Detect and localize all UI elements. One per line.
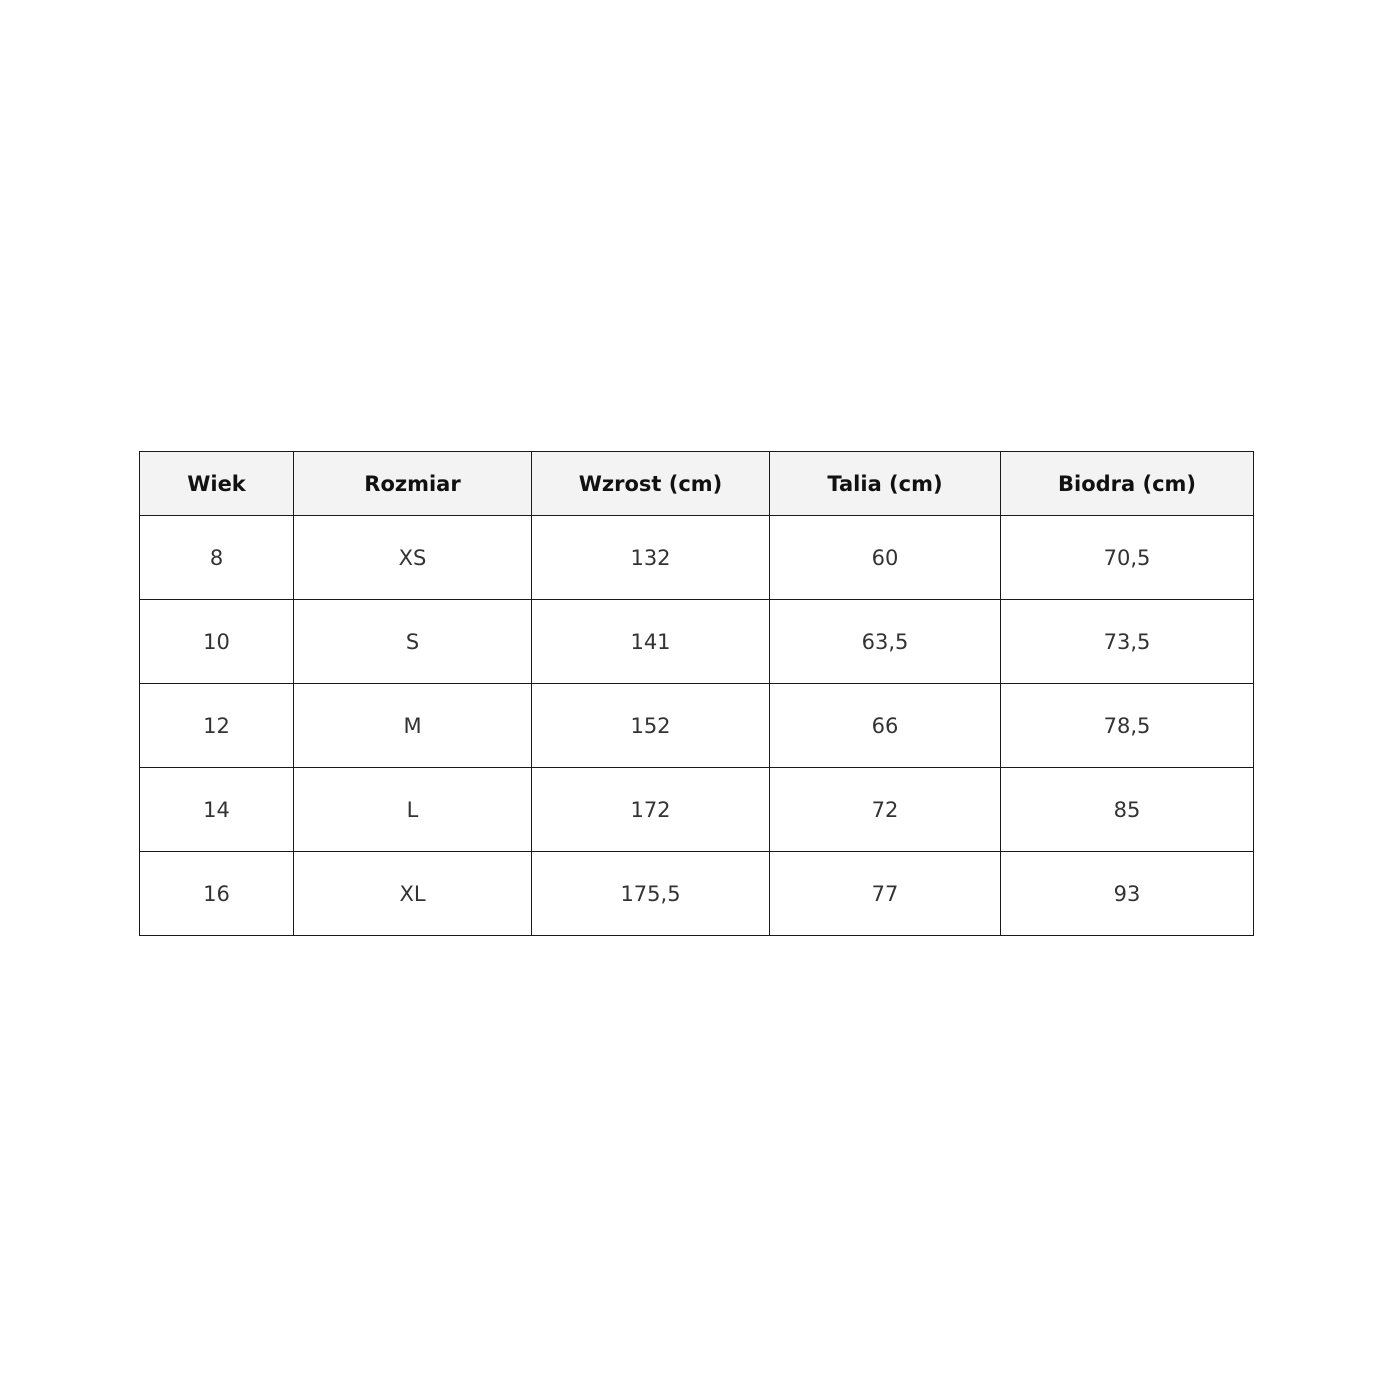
header-waist: Talia (cm): [769, 451, 1001, 516]
hips-cell: 70,5: [1000, 515, 1254, 600]
header-height: Wzrost (cm): [531, 451, 770, 516]
size-cell: XL: [293, 851, 532, 936]
age-cell: 10: [139, 599, 294, 684]
waist-cell: 66: [769, 683, 1001, 768]
header-row: Wiek Rozmiar Wzrost (cm) Talia (cm) Biod…: [139, 451, 1254, 516]
size-cell: M: [293, 683, 532, 768]
height-cell: 152: [531, 683, 770, 768]
table-row: 8 XS 132 60 70,5: [139, 515, 1254, 600]
table-row: 12 M 152 66 78,5: [139, 683, 1254, 768]
hips-cell: 93: [1000, 851, 1254, 936]
table-row: 14 L 172 72 85: [139, 767, 1254, 852]
size-cell: XS: [293, 515, 532, 600]
size-cell: S: [293, 599, 532, 684]
hips-cell: 73,5: [1000, 599, 1254, 684]
hips-cell: 78,5: [1000, 683, 1254, 768]
height-cell: 175,5: [531, 851, 770, 936]
table-row: 16 XL 175,5 77 93: [139, 851, 1254, 936]
header-hips: Biodra (cm): [1000, 451, 1254, 516]
height-cell: 141: [531, 599, 770, 684]
size-cell: L: [293, 767, 532, 852]
waist-cell: 63,5: [769, 599, 1001, 684]
age-cell: 14: [139, 767, 294, 852]
hips-cell: 85: [1000, 767, 1254, 852]
waist-cell: 77: [769, 851, 1001, 936]
age-cell: 8: [139, 515, 294, 600]
age-cell: 12: [139, 683, 294, 768]
waist-cell: 72: [769, 767, 1001, 852]
size-chart-table: Wiek Rozmiar Wzrost (cm) Talia (cm) Biod…: [139, 451, 1254, 936]
header-size: Rozmiar: [293, 451, 532, 516]
table-row: 10 S 141 63,5 73,5: [139, 599, 1254, 684]
waist-cell: 60: [769, 515, 1001, 600]
height-cell: 132: [531, 515, 770, 600]
header-age: Wiek: [139, 451, 294, 516]
height-cell: 172: [531, 767, 770, 852]
age-cell: 16: [139, 851, 294, 936]
